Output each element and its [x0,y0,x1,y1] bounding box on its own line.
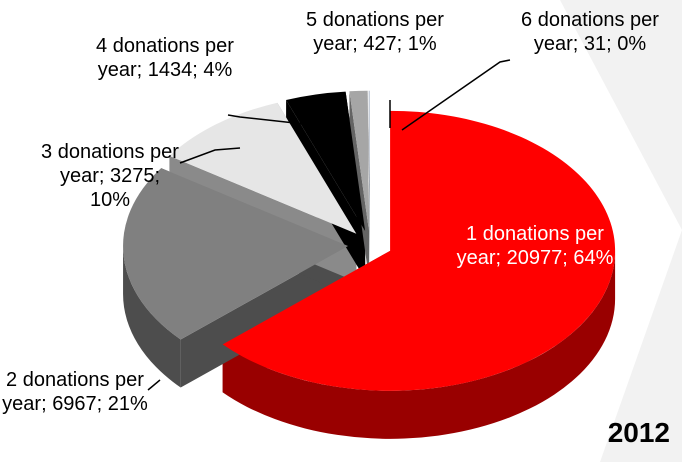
category-label: 4 donations per year; [96,35,234,81]
data-label: 1 donations per year; 20977; 64% [455,222,615,270]
chart-title: 2012 [608,417,670,448]
category-label: 1 donations per year; [456,223,604,269]
slice [169,102,357,234]
leader-lines [147,59,511,391]
value-label: 427; 1% [363,33,437,55]
slice-side [349,91,369,279]
leader-line [401,59,511,131]
value-label: 1434; 4% [147,59,233,81]
background-shape [560,0,682,462]
slice [286,91,366,232]
slice [222,110,616,391]
value-label: 3275; 10% [89,165,161,211]
category-label: 2 donations per year; [2,369,144,415]
slice-side [368,90,370,279]
data-label-text: 6 donations per year; 31; 0% [505,8,675,56]
value-label: 31; 0% [583,33,647,55]
slice-wall [222,250,616,439]
data-label-text: 5 donations per year; 427; 1% [290,8,460,56]
data-label: 6 donations per year; 31; 0% [505,8,675,56]
category-label: 5 donations per year; [306,9,444,55]
data-label: 5 donations per year; 427; 1% [290,8,460,56]
data-label-text: 1 donations per year; 20977; 64% [455,222,615,270]
labels: 1 donations per year; 20977; 64% 2 donati… [0,8,675,416]
category-label: 6 donations per year; [521,9,659,55]
slice [349,90,369,231]
data-label: 3 donations per year; 3275; 10% [40,140,180,212]
slice-wall [123,246,181,388]
slice [123,168,349,340]
data-label: 4 donations per year; 1434; 4% [90,34,240,82]
data-label-text: 4 donations per year; 1434; 4% [90,34,240,82]
slices [123,90,616,391]
category-label: 3 donations per year; [41,141,179,187]
slice-side [180,246,349,388]
leader-line [147,379,161,391]
value-label: 6967; 21% [52,393,148,415]
value-label: 20977; 64% [506,247,614,269]
slice [368,90,370,231]
leader-line [227,114,341,129]
leader-line [179,147,241,164]
data-label: 2 donations per year; 6967; 21% [0,368,150,416]
data-label-text: 2 donations per year; 6967; 21% [0,368,150,416]
data-label-text: 3 donations per year; 3275; 10% [40,140,180,212]
